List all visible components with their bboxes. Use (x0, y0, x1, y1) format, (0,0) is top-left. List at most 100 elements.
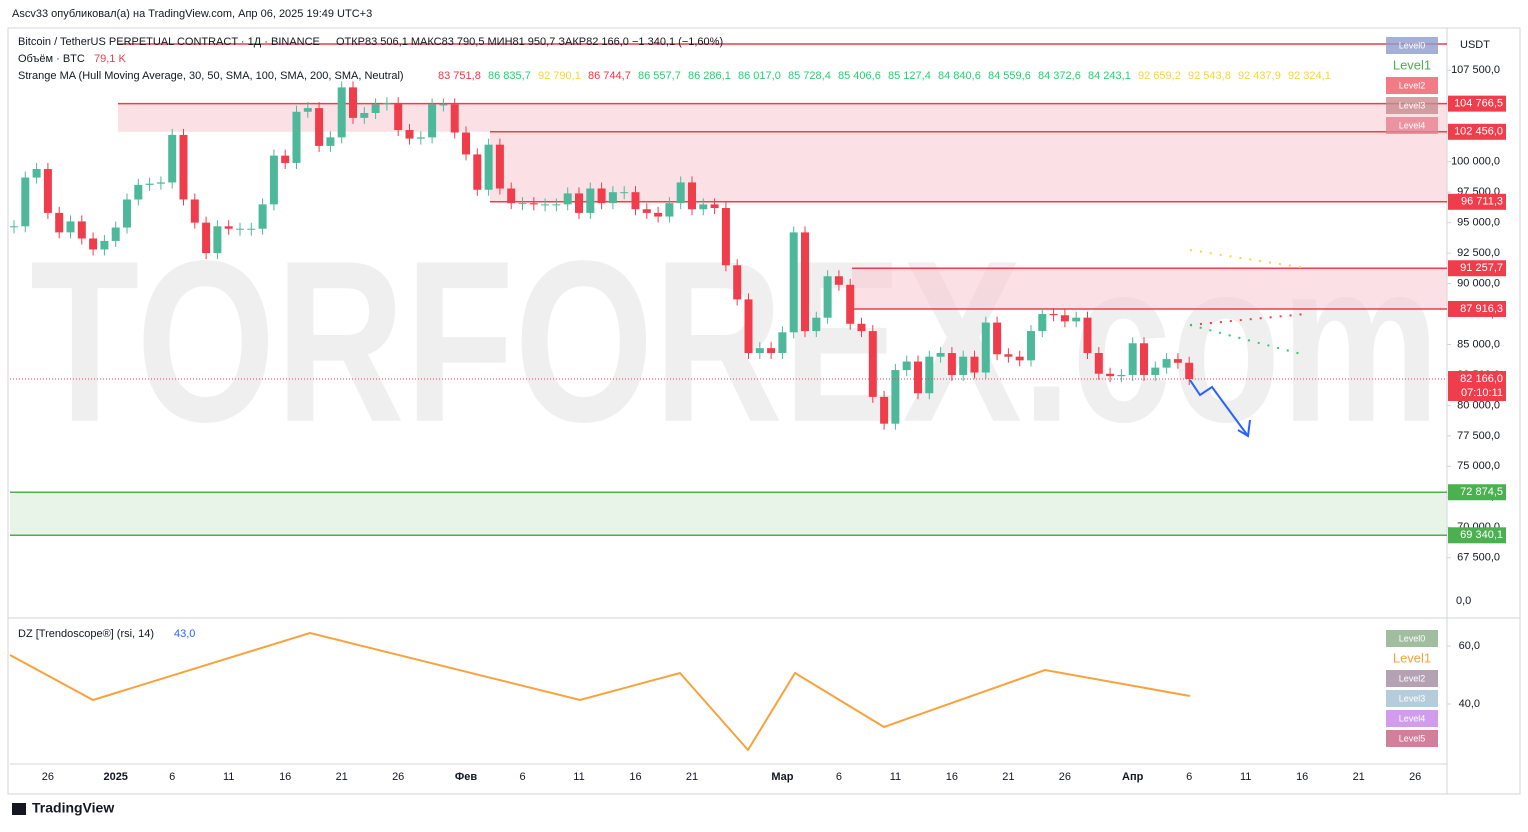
candle-body (1004, 354, 1013, 357)
legend-box (1386, 710, 1438, 727)
ma-label: Strange MA (Hull Moving Average, 30, 50,… (18, 70, 404, 82)
ma-value: 86 744,7 (588, 70, 631, 82)
y-tick-label: 100 000,0 (1451, 156, 1500, 168)
ma-value: 83 751,8 (438, 70, 481, 82)
candle-body (823, 276, 832, 318)
volume-value: 79,1 K (94, 53, 126, 65)
candle-body (269, 155, 278, 205)
legend-entry: Level3 (1399, 693, 1426, 703)
candle-body (303, 108, 312, 112)
candle-body (1027, 331, 1035, 361)
candle-body (1128, 343, 1137, 375)
candle-body (224, 226, 233, 229)
legend-entry: Level1 (1393, 650, 1431, 665)
x-tick-label: 6 (836, 771, 842, 783)
ma-value: 92 790,1 (538, 70, 581, 82)
candle-body (1094, 353, 1103, 374)
candle-body (292, 111, 301, 163)
candle-body (518, 203, 527, 205)
legend-entry: Level2 (1399, 80, 1426, 90)
candle-body (495, 144, 504, 189)
zone (10, 492, 1447, 536)
candle-body (382, 103, 391, 105)
x-tick-label: Фев (455, 771, 478, 783)
candle-body (925, 356, 934, 394)
candle-body (473, 154, 482, 190)
candle-body (755, 348, 764, 354)
legend-entry: Level1 (1393, 57, 1431, 72)
symbol: Bitcoin / TetherUS PERPETUAL CONTRACT · … (18, 36, 320, 48)
ma-value: 92 543,8 (1188, 70, 1231, 82)
x-tick-label: 16 (946, 771, 958, 783)
ma-value: 86 835,7 (488, 70, 531, 82)
rsi-value: 43,0 (174, 628, 195, 640)
legend-box (1386, 117, 1438, 134)
candle-body (891, 370, 900, 424)
candle-body (563, 193, 572, 205)
candle-body (213, 226, 222, 254)
candle-body (1140, 343, 1148, 375)
candle-body (801, 232, 809, 332)
candle-body (902, 361, 911, 371)
level-label: 104 766,5 (1454, 98, 1503, 110)
candle-body (111, 227, 120, 241)
currency: USDT (1460, 39, 1490, 51)
ma-value: 84 243,1 (1088, 70, 1131, 82)
candle-body (416, 137, 425, 139)
candle-body (1038, 314, 1047, 332)
candle-body (1060, 315, 1069, 322)
level-tag (1448, 527, 1506, 544)
legend-entry: Level2 (1399, 673, 1426, 683)
candle-body (1162, 359, 1171, 368)
volume-label: Объём · BTC (18, 53, 85, 65)
candle-body (1083, 317, 1092, 354)
x-tick-label: 26 (42, 771, 54, 783)
candle-body (134, 184, 143, 200)
legend-box (1386, 630, 1438, 647)
candle-body (1117, 374, 1126, 377)
candle-body (665, 203, 674, 217)
level-tag (1448, 484, 1506, 501)
legend-entry: Level0 (1399, 40, 1426, 50)
candle-body (993, 322, 1002, 355)
candle-body (1151, 367, 1160, 375)
ma-value: 84 840,6 (938, 70, 981, 82)
candle-body (1106, 373, 1115, 377)
zone (490, 131, 1447, 202)
ma-value: 92 324,1 (1288, 70, 1331, 82)
candle-body (190, 199, 199, 223)
forecast-arrow (1189, 379, 1249, 437)
x-tick-label: 6 (519, 771, 525, 783)
legend-entry: Level0 (1399, 633, 1426, 643)
candle-body (179, 134, 188, 200)
candle-body (77, 221, 86, 239)
candle-body (1072, 317, 1081, 322)
candle-body (326, 137, 335, 146)
candle-body (914, 361, 922, 394)
rsi-zigzag (9, 631, 1191, 752)
y-tick-label: 77 500,0 (1457, 430, 1500, 442)
y-tick-label: 67 500,0 (1457, 552, 1500, 564)
candle-body (947, 353, 956, 375)
candle-body (857, 323, 866, 332)
candle-body (100, 240, 109, 250)
legend-entry: Level3 (1399, 100, 1426, 110)
x-tick-label: 11 (890, 771, 901, 783)
last-price: 82 166,0 (1460, 373, 1503, 385)
candle-body (688, 182, 696, 210)
rsi-title: DZ [Trendoscope®] (rsi, 14) (18, 628, 154, 640)
x-tick-label: 26 (1059, 771, 1071, 783)
x-tick-label: 11 (573, 771, 584, 783)
ma-value: 86 557,7 (638, 70, 681, 82)
level-label: 91 257,7 (1460, 262, 1503, 274)
candle-body (710, 204, 719, 209)
candle-body (529, 203, 538, 205)
candle-body (733, 265, 742, 300)
ma-value: 84 372,6 (1038, 70, 1081, 82)
x-tick-label: 21 (1002, 771, 1014, 783)
x-tick-label: 6 (1186, 771, 1192, 783)
level-tag (1448, 260, 1506, 277)
candle-body (10, 226, 18, 228)
candle-body (1049, 314, 1058, 316)
